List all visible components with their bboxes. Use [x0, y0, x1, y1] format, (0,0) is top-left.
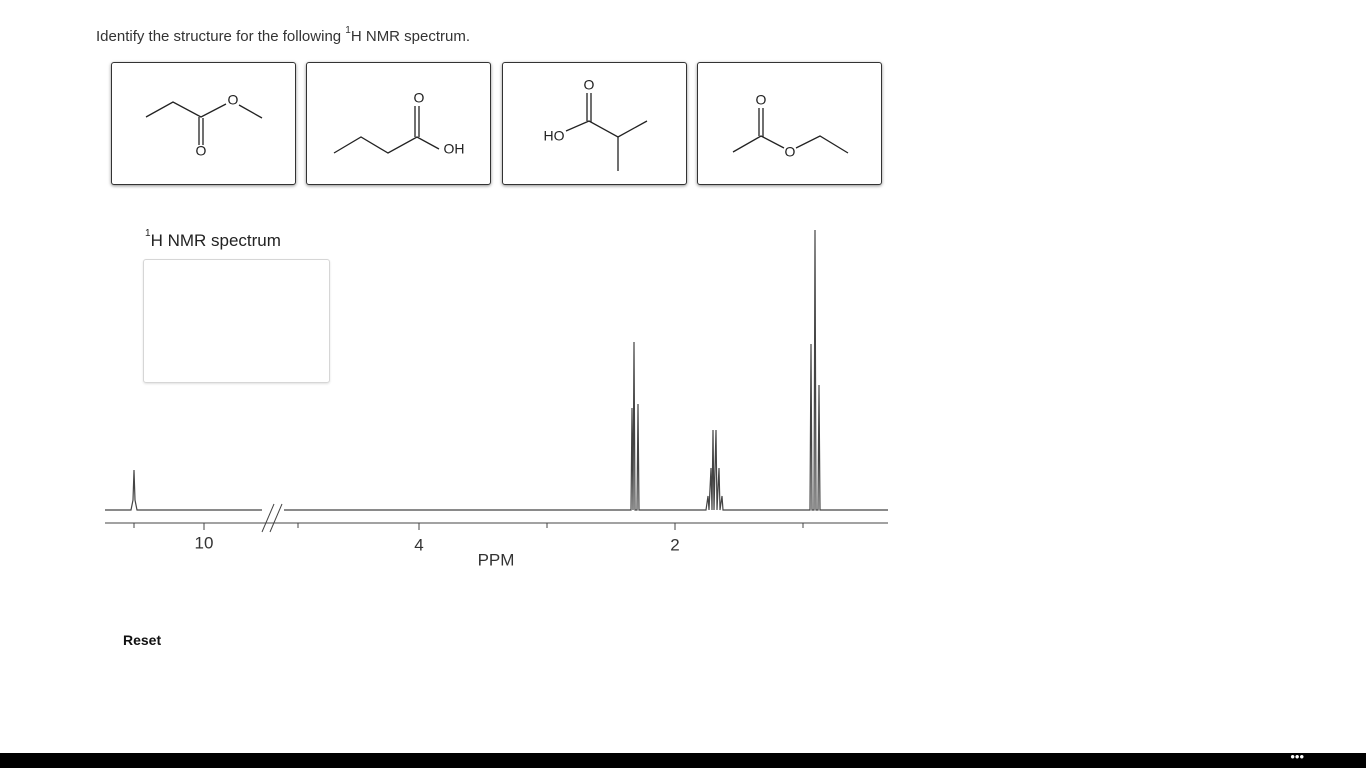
structure: O HO [544, 77, 648, 171]
atom-label: HO [544, 128, 565, 144]
menu-button[interactable]: ••• [1290, 749, 1304, 764]
reset-button[interactable]: Reset [123, 632, 162, 648]
axis-tick-label: 10 [195, 533, 214, 552]
superscript: 1 [345, 25, 351, 36]
structure-option[interactable]: O O [697, 62, 882, 185]
atom-label: O [196, 143, 207, 159]
question-text: Identify the structure for the following [96, 28, 346, 45]
superscript: 1 [145, 228, 151, 239]
axis-tick-label: 4 [414, 535, 423, 554]
question: Identify the structure for the following… [96, 25, 471, 45]
atom-label: O [785, 144, 796, 160]
atom-label: O [414, 90, 425, 106]
atom-label: O [756, 92, 767, 108]
question-text: H NMR spectrum. [350, 28, 471, 45]
structure: O OH [333, 90, 465, 157]
spectrum-title: 1H NMR spectrum [145, 228, 281, 251]
structure-option[interactable]: O O [111, 62, 296, 185]
spectrum-title-text: H NMR spectrum [150, 231, 281, 250]
structure-option[interactable]: O OH [306, 62, 491, 185]
atom-label: O [228, 92, 239, 108]
atom-label: O [584, 77, 595, 93]
axis-label: PPM [478, 550, 515, 569]
structure: O O [145, 92, 263, 159]
atom-label: OH [444, 141, 465, 157]
nmr-spectrum: 10 4 2 PPM [105, 229, 888, 569]
bottom-bar: ••• [0, 749, 1366, 768]
axis-tick-label: 2 [670, 535, 679, 554]
structure-option[interactable]: O HO [502, 62, 687, 185]
drop-zone[interactable] [143, 259, 330, 383]
structure: O O [732, 92, 849, 160]
